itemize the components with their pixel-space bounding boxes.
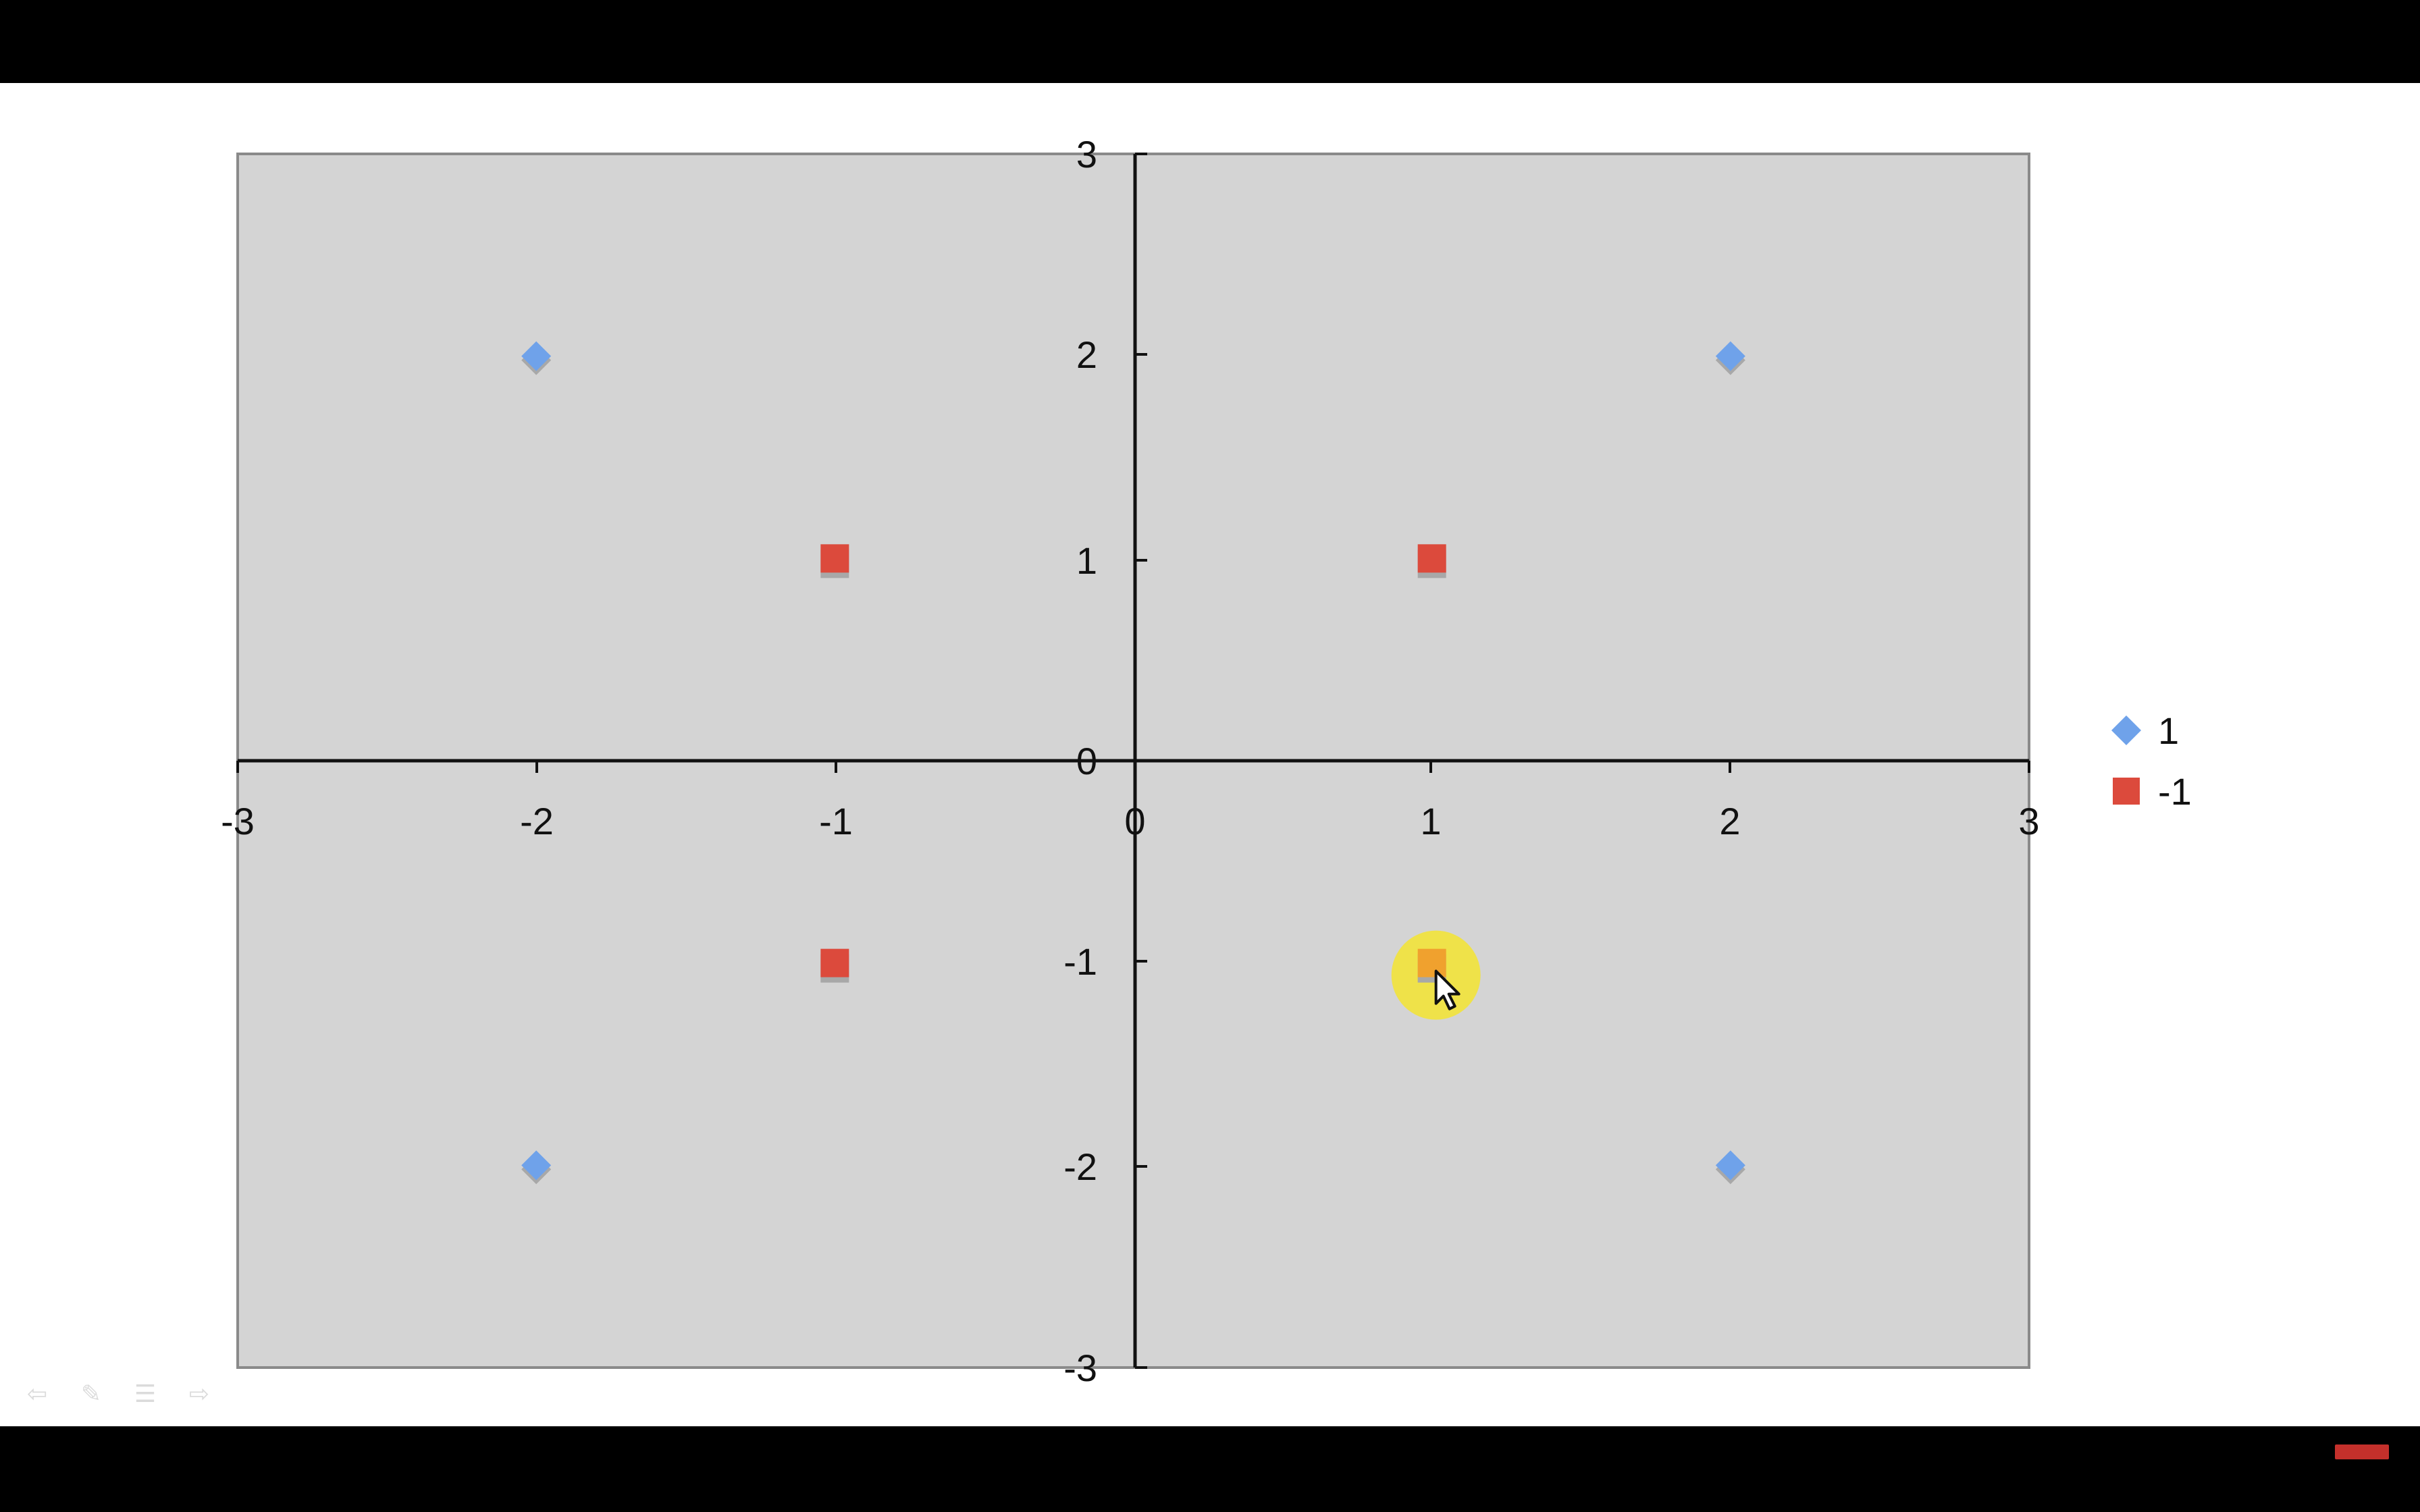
legend: 1 -1 (2111, 709, 2192, 813)
y-tick-marks (1135, 153, 1147, 1369)
x-tick-marks (236, 761, 2030, 773)
menu-icon[interactable]: ☰ (134, 1380, 157, 1408)
pen-icon[interactable]: ✎ (80, 1380, 102, 1408)
square-marker[interactable] (1417, 948, 1446, 977)
diamond-marker[interactable] (1715, 1150, 1745, 1181)
mouse-cursor-icon (1434, 969, 1461, 1010)
data-markers (521, 341, 1745, 1185)
square-marker[interactable] (820, 948, 849, 977)
x-tick-label: -1 (819, 800, 853, 842)
y-tick-label: -1 (1063, 940, 1097, 983)
back-icon[interactable]: ⇦ (26, 1380, 48, 1408)
legend-label-positive: 1 (2158, 709, 2179, 752)
diamond-marker[interactable] (1715, 341, 1745, 371)
subscribe-icon[interactable] (2335, 1444, 2389, 1459)
diamond-marker[interactable] (521, 341, 552, 371)
y-tick-label: -2 (1063, 1145, 1097, 1188)
y-tick-label: 1 (1076, 539, 1097, 582)
legend-diamond-icon (2111, 716, 2141, 745)
y-tick-label: 3 (1076, 133, 1097, 176)
presentation-toolbar: ⇦ ✎ ☰ ⇨ (20, 1377, 216, 1411)
legend-label-negative: -1 (2158, 770, 2192, 813)
square-marker[interactable] (820, 544, 849, 573)
y-tick-label: -3 (1063, 1347, 1097, 1389)
x-tick-label: -3 (221, 800, 255, 842)
x-tick-label: 0 (1124, 800, 1145, 842)
y-tick-labels: 3 2 1 0 -1 -2 -3 (1063, 133, 1097, 1389)
y-tick-label: 2 (1076, 333, 1097, 376)
diamond-marker[interactable] (521, 1150, 552, 1181)
forward-icon[interactable]: ⇨ (188, 1380, 210, 1408)
square-marker[interactable] (1417, 544, 1446, 573)
x-tick-label: 3 (2018, 800, 2039, 842)
y-tick-label: 0 (1076, 740, 1097, 782)
x-tick-label: -2 (520, 800, 554, 842)
legend-square-icon (2113, 778, 2140, 805)
x-tick-label: 2 (1719, 800, 1740, 842)
x-tick-label: 1 (1420, 800, 1441, 842)
x-tick-labels: -3 -2 -1 0 1 2 3 (221, 800, 2039, 842)
